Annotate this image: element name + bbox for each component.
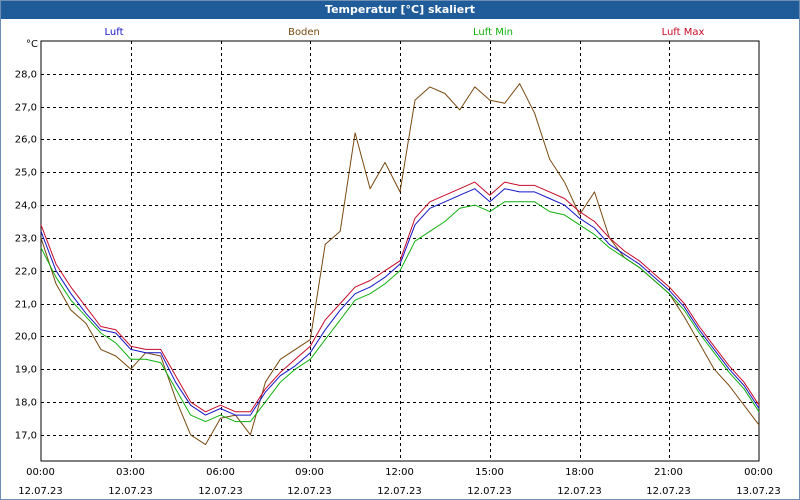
x-tick-date-label: 12.07.23 bbox=[467, 486, 512, 497]
x-tick-time-label: 18:00 bbox=[565, 467, 594, 478]
axes: 17,0 18,0 19,0 20,0 21,0 22,0 23,0 24,0 25,0 26,0… bbox=[15, 70, 781, 498]
x-tick-time-label: 00:00 bbox=[26, 467, 55, 478]
x-tick-date-label: 12.07.23 bbox=[108, 486, 153, 497]
x-tick-date-label: 12.07.23 bbox=[646, 486, 691, 497]
x-tick-date-label: 12.07.23 bbox=[287, 486, 332, 497]
x-tick-time-label: 06:00 bbox=[206, 467, 235, 478]
x-tick-date-label: 12.07.23 bbox=[18, 486, 63, 497]
legend: Luft Boden Luft Min Luft Max bbox=[105, 27, 705, 38]
x-tick-date-label: 12.07.23 bbox=[198, 486, 243, 497]
x-tick-date-label: 13.07.23 bbox=[736, 486, 781, 497]
y-axis-unit-label: °C bbox=[26, 39, 38, 50]
x-tick-time-label: 12:00 bbox=[385, 467, 414, 478]
legend-luft-max: Luft Max bbox=[662, 27, 705, 38]
y-tick-label: 17,0 bbox=[15, 431, 37, 442]
y-tick-label: 21,0 bbox=[15, 300, 37, 311]
y-tick-label: 27,0 bbox=[15, 103, 37, 114]
series-lines bbox=[40, 83, 760, 446]
legend-luft: Luft bbox=[105, 27, 124, 38]
series-line-luft-max bbox=[40, 181, 760, 413]
x-tick-time-label: 21:00 bbox=[654, 467, 683, 478]
y-tick-label: 22,0 bbox=[15, 267, 37, 278]
y-tick-label: 20,0 bbox=[15, 332, 37, 343]
x-tick-date-label: 12.07.23 bbox=[377, 486, 422, 497]
series-line-luft-min bbox=[40, 201, 760, 423]
x-tick-time-label: 00:00 bbox=[744, 467, 773, 478]
y-tick-label: 24,0 bbox=[15, 201, 37, 212]
y-tick-label: 26,0 bbox=[15, 135, 37, 146]
x-tick-time-label: 15:00 bbox=[475, 467, 504, 478]
temperature-chart: 17,0 18,0 19,0 20,0 21,0 22,0 23,0 24,0 25,0 26,0… bbox=[15, 27, 781, 498]
x-tick-time-label: 09:00 bbox=[295, 467, 324, 478]
y-tick-label: 19,0 bbox=[15, 365, 37, 376]
y-tick-label: 23,0 bbox=[15, 234, 37, 245]
y-tick-label: 28,0 bbox=[15, 70, 37, 81]
x-tick-date-label: 12.07.23 bbox=[557, 486, 602, 497]
legend-boden: Boden bbox=[288, 27, 320, 38]
x-tick-time-label: 03:00 bbox=[116, 467, 145, 478]
y-tick-label: 25,0 bbox=[15, 168, 37, 179]
series-line-luft bbox=[40, 188, 760, 416]
window-title: Temperatur [°C] skaliert bbox=[1, 1, 799, 19]
y-tick-label: 18,0 bbox=[15, 398, 37, 409]
legend-luft-min: Luft Min bbox=[473, 27, 513, 38]
grid bbox=[40, 40, 760, 462]
